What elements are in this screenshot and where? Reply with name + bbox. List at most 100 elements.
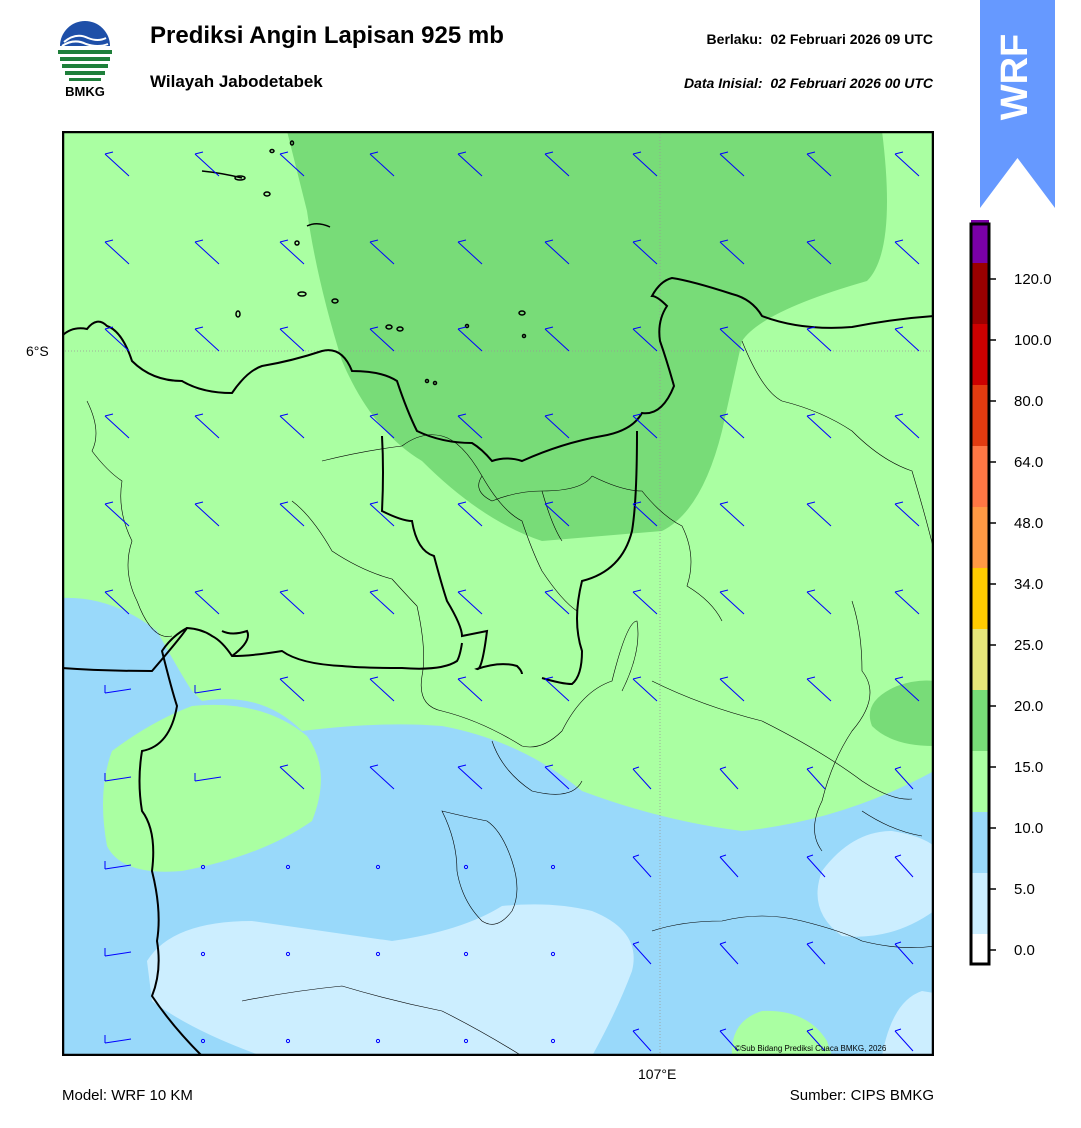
map-frame (62, 131, 934, 1056)
colorbar-tick-label: 20.0 (1014, 698, 1043, 715)
wind-barb (375, 951, 381, 957)
district-boundaries (86, 340, 934, 1056)
source-label: Sumber: CIPS BMKG (789, 1087, 934, 1104)
init-value: 02 Februari 2026 00 UTC (770, 75, 933, 91)
wind-barb (632, 854, 652, 878)
bmkg-logo (58, 21, 112, 81)
colorbar-tick-label: 64.0 (1014, 454, 1043, 471)
colorbar-band (971, 690, 989, 751)
wind-barb (194, 151, 220, 177)
colorbar-band (971, 629, 989, 690)
wind-barb (550, 864, 556, 870)
wind-barbs (104, 151, 920, 1052)
map-subtitle: Wilayah Jabodetabek (150, 72, 323, 91)
wind-barb (550, 951, 556, 957)
wind-barb (719, 413, 745, 439)
band-0-5-south (147, 904, 634, 1056)
wind-barb (719, 501, 745, 527)
wind-barb (632, 413, 658, 439)
wind-barb (894, 326, 920, 352)
wind-barb (894, 151, 920, 177)
wind-barb (806, 151, 832, 177)
wind-barb (894, 413, 920, 439)
valid-label: Berlaku: (706, 31, 763, 47)
wind-barb (200, 951, 206, 957)
colorbar-band (971, 263, 989, 324)
wind-barb (544, 239, 570, 265)
wind-barb (457, 764, 483, 790)
colorbar-tick-label: 120.0 (1014, 271, 1052, 288)
wind-barb (544, 589, 570, 615)
band-0-5-east (817, 831, 934, 937)
colorbar-frame (969, 222, 991, 966)
wind-barb (457, 676, 483, 702)
wind-barb (463, 951, 469, 957)
wind-barb (457, 239, 483, 265)
coastline (62, 276, 934, 1056)
wind-barb (719, 151, 745, 177)
colorbar-band (971, 568, 989, 629)
wind-barb (279, 239, 305, 265)
wind-barb (632, 766, 652, 790)
wind-barb (194, 501, 220, 527)
colorbar-tick-label: 100.0 (1014, 332, 1052, 349)
colorbar-tick-label: 15.0 (1014, 759, 1043, 776)
wind-barb (285, 864, 291, 870)
wind-barb (279, 151, 305, 177)
wind-barb (369, 501, 395, 527)
wind-barb (719, 676, 745, 702)
wind-barb (457, 151, 483, 177)
wind-barb (806, 766, 826, 790)
colorbar-band (971, 873, 989, 934)
valid-time: Berlaku: 02 Februari 2026 09 UTC (707, 31, 933, 47)
wind-barb (894, 766, 914, 790)
wind-barb (369, 326, 395, 352)
wind-barb (194, 326, 220, 352)
wind-barb (375, 1038, 381, 1044)
copyright: ©Sub Bidang Prediksi Cuaca BMKG, 2026 (735, 1044, 887, 1053)
wind-barb (457, 589, 483, 615)
wind-barb (544, 676, 570, 702)
band-15-20-east (869, 680, 934, 746)
wind-barb (104, 589, 130, 615)
colorbar-tick-label: 5.0 (1014, 881, 1035, 898)
wrf-badge-label: WRF (994, 34, 1036, 121)
lat-label: 6°S (26, 343, 49, 359)
colorbar-band (971, 324, 989, 385)
wind-barb (632, 239, 658, 265)
wind-barb (806, 676, 832, 702)
wind-barb (544, 501, 570, 527)
colorbar-tick-label: 10.0 (1014, 820, 1043, 837)
colorbar: 0.0 5.0 10.0 15.0 20.0 25.0 34.0 48.0 64.0 80.0 10… (969, 220, 1052, 966)
init-time: Data Inisial: 02 Februari 2026 00 UTC (684, 75, 933, 91)
wind-barb (632, 501, 658, 527)
wind-barb (544, 413, 570, 439)
wind-barb (279, 589, 305, 615)
wind-barb (104, 239, 130, 265)
wind-barb (194, 413, 220, 439)
wind-barb (894, 676, 920, 702)
colorbar-band (971, 385, 989, 446)
wind-barb (369, 589, 395, 615)
wind-barb (806, 854, 826, 878)
map-title: Prediksi Angin Lapisan 925 mb (150, 22, 504, 49)
colorbar-band (971, 812, 989, 873)
wind-barb (632, 326, 658, 352)
lon-label: 107°E (638, 1066, 677, 1082)
colorbar-tick-label: 80.0 (1014, 393, 1043, 410)
colorbar-band (971, 446, 989, 507)
wind-barb (457, 326, 483, 352)
wind-barb (285, 951, 291, 957)
wind-barb (719, 589, 745, 615)
logo-label: BMKG (65, 84, 105, 99)
wind-barb (457, 501, 483, 527)
wind-barb (806, 941, 826, 965)
wind-barb (806, 1028, 826, 1052)
wind-barb (632, 151, 658, 177)
wind-barb (719, 239, 745, 265)
wind-barb (194, 773, 222, 782)
colorbar-band (971, 507, 989, 568)
wind-barb (544, 326, 570, 352)
wind-barb (369, 239, 395, 265)
wind-barb (806, 501, 832, 527)
